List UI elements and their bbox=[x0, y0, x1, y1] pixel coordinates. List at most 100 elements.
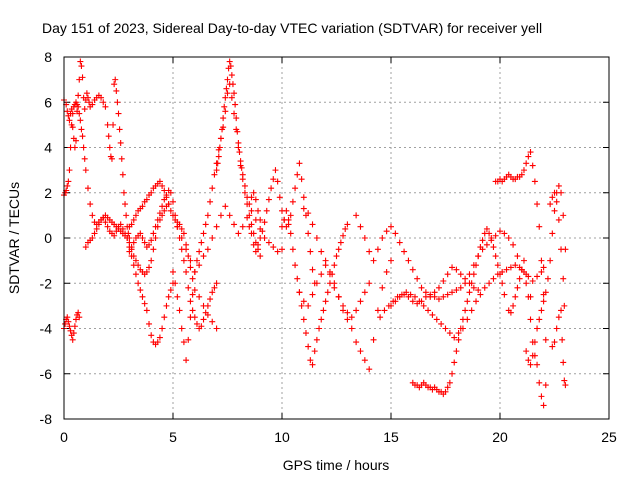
data-point bbox=[455, 336, 462, 343]
data-point bbox=[198, 323, 205, 330]
series-j bbox=[246, 160, 318, 287]
data-point bbox=[232, 101, 239, 108]
data-point bbox=[307, 357, 314, 364]
data-point bbox=[287, 212, 294, 219]
data-point bbox=[298, 176, 305, 183]
data-point bbox=[540, 402, 547, 409]
data-point bbox=[235, 139, 242, 146]
data-point bbox=[505, 235, 512, 241]
data-point bbox=[185, 336, 192, 343]
data-point bbox=[231, 90, 238, 97]
data-point bbox=[159, 182, 166, 189]
data-point bbox=[200, 302, 207, 309]
data-point bbox=[176, 307, 183, 314]
data-point bbox=[113, 87, 120, 94]
series-s bbox=[505, 257, 549, 409]
data-point bbox=[549, 343, 556, 350]
data-point bbox=[128, 221, 135, 228]
data-point bbox=[538, 393, 545, 400]
data-point bbox=[72, 137, 79, 144]
data-point bbox=[529, 162, 536, 169]
data-point bbox=[104, 121, 111, 128]
data-point bbox=[555, 182, 562, 189]
data-point bbox=[309, 221, 316, 228]
data-point bbox=[440, 293, 447, 300]
data-point bbox=[112, 76, 119, 83]
data-point bbox=[451, 334, 458, 341]
data-point bbox=[457, 284, 464, 291]
data-point bbox=[344, 316, 351, 323]
data-point bbox=[217, 212, 224, 219]
data-point bbox=[161, 314, 168, 321]
data-point bbox=[536, 316, 543, 323]
data-point bbox=[414, 275, 421, 282]
data-point bbox=[84, 185, 91, 192]
data-point bbox=[77, 58, 84, 65]
data-point bbox=[237, 158, 244, 165]
data-point bbox=[316, 325, 323, 332]
data-point bbox=[388, 257, 394, 264]
data-point bbox=[318, 271, 325, 278]
data-point bbox=[178, 235, 185, 241]
data-point bbox=[527, 316, 534, 323]
data-point bbox=[261, 219, 268, 226]
series-h bbox=[174, 203, 285, 275]
data-point bbox=[98, 94, 105, 101]
data-point bbox=[227, 63, 234, 70]
data-point bbox=[344, 221, 351, 228]
data-point bbox=[542, 382, 549, 389]
series-i bbox=[213, 58, 264, 223]
data-point bbox=[272, 167, 279, 174]
data-point bbox=[322, 257, 329, 264]
data-point bbox=[76, 76, 83, 83]
data-point bbox=[156, 334, 163, 341]
data-point bbox=[449, 370, 456, 377]
series-v bbox=[549, 307, 569, 389]
data-point bbox=[170, 212, 176, 219]
data-point bbox=[540, 298, 547, 305]
data-point bbox=[86, 99, 93, 106]
y-axis-label: SDTVAR / TECUs bbox=[6, 182, 22, 294]
data-point bbox=[132, 212, 139, 219]
data-point bbox=[117, 139, 124, 146]
data-point bbox=[559, 336, 566, 343]
data-point bbox=[66, 117, 73, 124]
x-tick-label: 20 bbox=[492, 429, 508, 445]
data-point bbox=[139, 293, 146, 300]
data-point bbox=[322, 298, 329, 305]
data-point bbox=[66, 167, 73, 174]
data-point bbox=[446, 379, 453, 386]
data-point bbox=[202, 221, 209, 228]
data-point bbox=[396, 293, 403, 300]
data-point bbox=[520, 257, 527, 264]
data-point bbox=[464, 298, 471, 305]
data-point bbox=[150, 230, 157, 237]
data-point bbox=[370, 336, 377, 343]
x-tick-label: 15 bbox=[383, 429, 399, 445]
data-point bbox=[357, 223, 364, 230]
data-point bbox=[161, 207, 168, 214]
data-point bbox=[111, 81, 118, 88]
data-point bbox=[248, 230, 255, 237]
data-point bbox=[119, 225, 126, 232]
y-tick-label: -2 bbox=[40, 275, 53, 291]
data-point bbox=[414, 300, 421, 307]
data-point bbox=[75, 309, 82, 316]
data-point bbox=[252, 196, 259, 203]
data-point bbox=[525, 153, 532, 160]
data-point bbox=[178, 325, 185, 332]
data-point bbox=[468, 280, 475, 287]
data-point bbox=[83, 90, 90, 97]
data-point bbox=[396, 239, 403, 246]
data-point bbox=[549, 230, 556, 237]
data-point bbox=[348, 314, 355, 321]
data-point bbox=[374, 307, 381, 314]
data-point bbox=[366, 280, 373, 287]
data-point bbox=[222, 203, 229, 210]
data-point bbox=[64, 182, 71, 189]
data-point bbox=[64, 108, 71, 115]
data-point bbox=[318, 248, 325, 255]
data-point bbox=[191, 287, 198, 294]
data-point bbox=[302, 330, 309, 337]
